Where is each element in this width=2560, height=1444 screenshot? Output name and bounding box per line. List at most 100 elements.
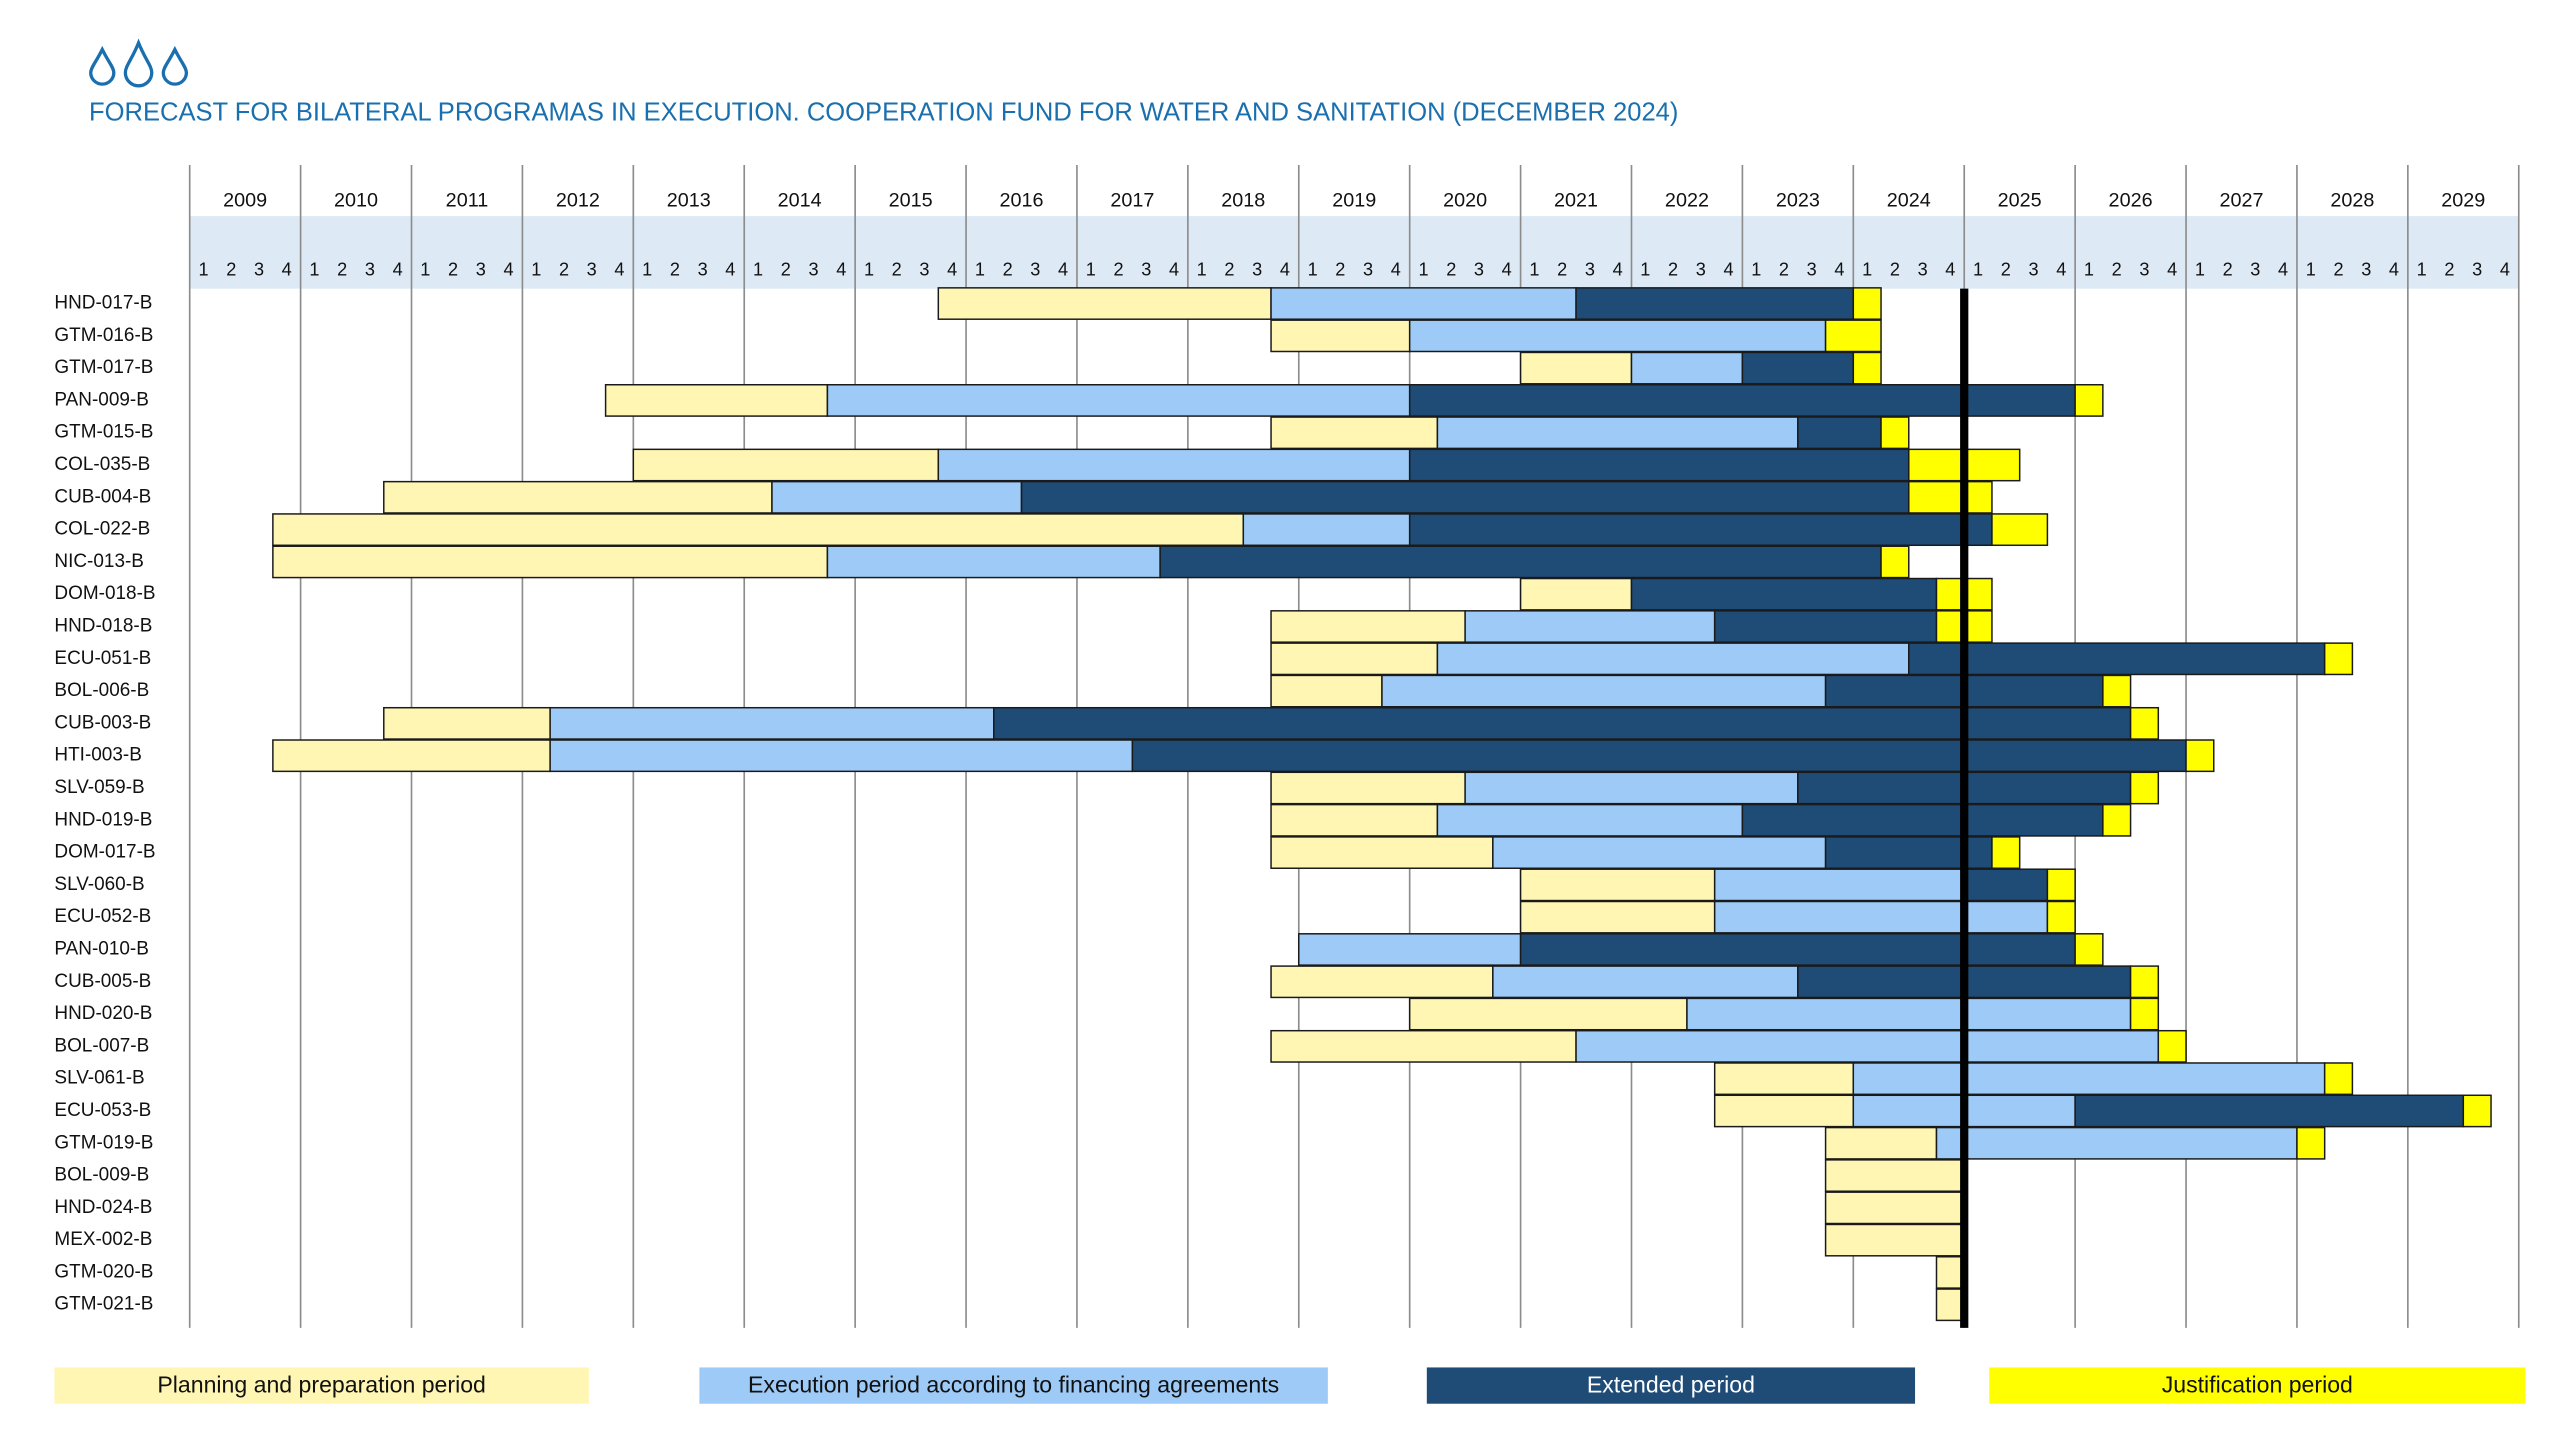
year-label: 2011 bbox=[446, 189, 489, 211]
quarter-label: 1 bbox=[2306, 259, 2316, 279]
year-label: 2016 bbox=[999, 189, 1043, 211]
period-bar bbox=[1270, 1029, 1577, 1063]
year-label: 2029 bbox=[2441, 189, 2485, 211]
year-label: 2023 bbox=[1776, 189, 1820, 211]
quarter-label: 2 bbox=[448, 259, 458, 279]
row-label: SLV-059-B bbox=[54, 777, 144, 798]
row-label: CUB-004-B bbox=[54, 486, 151, 507]
period-bar bbox=[1852, 1062, 2326, 1096]
period-bar bbox=[549, 706, 995, 740]
period-bar bbox=[1991, 513, 2049, 547]
period-bar bbox=[2323, 642, 2354, 676]
period-bar bbox=[771, 480, 1023, 514]
quarter-label: 1 bbox=[531, 259, 541, 279]
quarter-label: 1 bbox=[1529, 259, 1539, 279]
period-bar bbox=[2296, 1126, 2326, 1160]
period-bar bbox=[1436, 416, 1799, 450]
period-bar bbox=[2129, 706, 2160, 740]
quarter-label: 4 bbox=[2389, 259, 2399, 279]
period-bar bbox=[2129, 997, 2160, 1031]
period-bar bbox=[1880, 416, 1910, 450]
period-bar bbox=[2074, 933, 2104, 966]
row-label: HND-024-B bbox=[54, 1197, 152, 1218]
quarter-label: 1 bbox=[2195, 259, 2205, 279]
quarter-label: 4 bbox=[1613, 259, 1623, 279]
quarter-label: 3 bbox=[2139, 259, 2149, 279]
legend-swatch bbox=[1426, 1367, 1916, 1404]
quarter-label: 2 bbox=[2112, 259, 2122, 279]
quarter-label: 2 bbox=[1114, 259, 1124, 279]
quarter-label: 1 bbox=[1640, 259, 1650, 279]
period-bar bbox=[2462, 1094, 2492, 1128]
quarter-label: 4 bbox=[947, 259, 957, 279]
row-label: COL-035-B bbox=[54, 454, 150, 475]
quarter-label: 4 bbox=[1723, 259, 1733, 279]
period-bar bbox=[1270, 674, 1383, 708]
quarter-label: 2 bbox=[2333, 259, 2343, 279]
drop bbox=[161, 45, 189, 86]
quarter-label: 1 bbox=[1973, 259, 1983, 279]
quarter-label: 4 bbox=[1058, 259, 1068, 279]
quarter-label: 4 bbox=[504, 259, 514, 279]
quarter-label: 2 bbox=[670, 259, 680, 279]
period-bar bbox=[1824, 1223, 1965, 1257]
year-label: 2024 bbox=[1887, 189, 1931, 211]
year-label: 2015 bbox=[889, 189, 933, 211]
row-label: CUB-003-B bbox=[54, 712, 151, 733]
quarter-label: 3 bbox=[2361, 259, 2371, 279]
period-bar bbox=[1519, 900, 1716, 934]
quarter-label: 2 bbox=[781, 259, 791, 279]
quarter-label: 1 bbox=[309, 259, 319, 279]
row-label: CUB-005-B bbox=[54, 971, 151, 992]
row-label: NIC-013-B bbox=[54, 551, 144, 572]
period-bar bbox=[604, 384, 829, 417]
quarter-label: 4 bbox=[1834, 259, 1844, 279]
quarter-label: 2 bbox=[2001, 259, 2011, 279]
period-bar bbox=[272, 739, 551, 773]
year-label: 2013 bbox=[667, 189, 711, 211]
quarter-label: 2 bbox=[2223, 259, 2233, 279]
period-bar bbox=[1797, 416, 1882, 450]
quarter-label: 1 bbox=[199, 259, 209, 279]
period-bar bbox=[1741, 351, 1855, 385]
period-bar bbox=[632, 448, 940, 482]
quarter-label: 1 bbox=[975, 259, 985, 279]
quarter-label: 3 bbox=[476, 259, 486, 279]
quarter-label: 2 bbox=[1668, 259, 1678, 279]
row-label: HND-018-B bbox=[54, 616, 152, 637]
row-label: PAN-009-B bbox=[54, 389, 148, 410]
period-bar bbox=[1519, 351, 1633, 385]
quarter-label: 1 bbox=[864, 259, 874, 279]
period-bar bbox=[1935, 1256, 1965, 1289]
period-bar bbox=[1713, 868, 1965, 902]
period-bar bbox=[2323, 1062, 2354, 1096]
period-bar bbox=[1908, 480, 1993, 514]
quarter-label: 3 bbox=[919, 259, 929, 279]
year-label: 2009 bbox=[223, 189, 267, 211]
period-bar bbox=[2185, 739, 2215, 773]
period-bar bbox=[1492, 836, 1827, 869]
row-label: BOL-006-B bbox=[54, 680, 149, 701]
period-bar bbox=[549, 739, 1134, 773]
quarter-label: 1 bbox=[642, 259, 652, 279]
quarter-label: 2 bbox=[1557, 259, 1567, 279]
row-label: SLV-060-B bbox=[54, 874, 144, 895]
period-bar bbox=[1519, 577, 1633, 611]
quarter-label: 2 bbox=[1779, 259, 1789, 279]
legend-swatch bbox=[1989, 1367, 2526, 1404]
period-bar bbox=[937, 287, 1272, 320]
period-bar bbox=[272, 545, 829, 579]
period-bar bbox=[1492, 965, 1799, 999]
row-label: HND-020-B bbox=[54, 1003, 152, 1024]
period-bar bbox=[1436, 642, 1910, 676]
row-label: MEX-002-B bbox=[54, 1229, 152, 1250]
period-bar bbox=[1935, 1126, 2298, 1160]
quarter-label: 3 bbox=[1474, 259, 1484, 279]
row-label: PAN-010-B bbox=[54, 938, 148, 959]
quarter-label: 4 bbox=[2500, 259, 2510, 279]
row-label: ECU-052-B bbox=[54, 906, 151, 927]
period-bar bbox=[1270, 803, 1439, 837]
quarter-label: 4 bbox=[282, 259, 292, 279]
